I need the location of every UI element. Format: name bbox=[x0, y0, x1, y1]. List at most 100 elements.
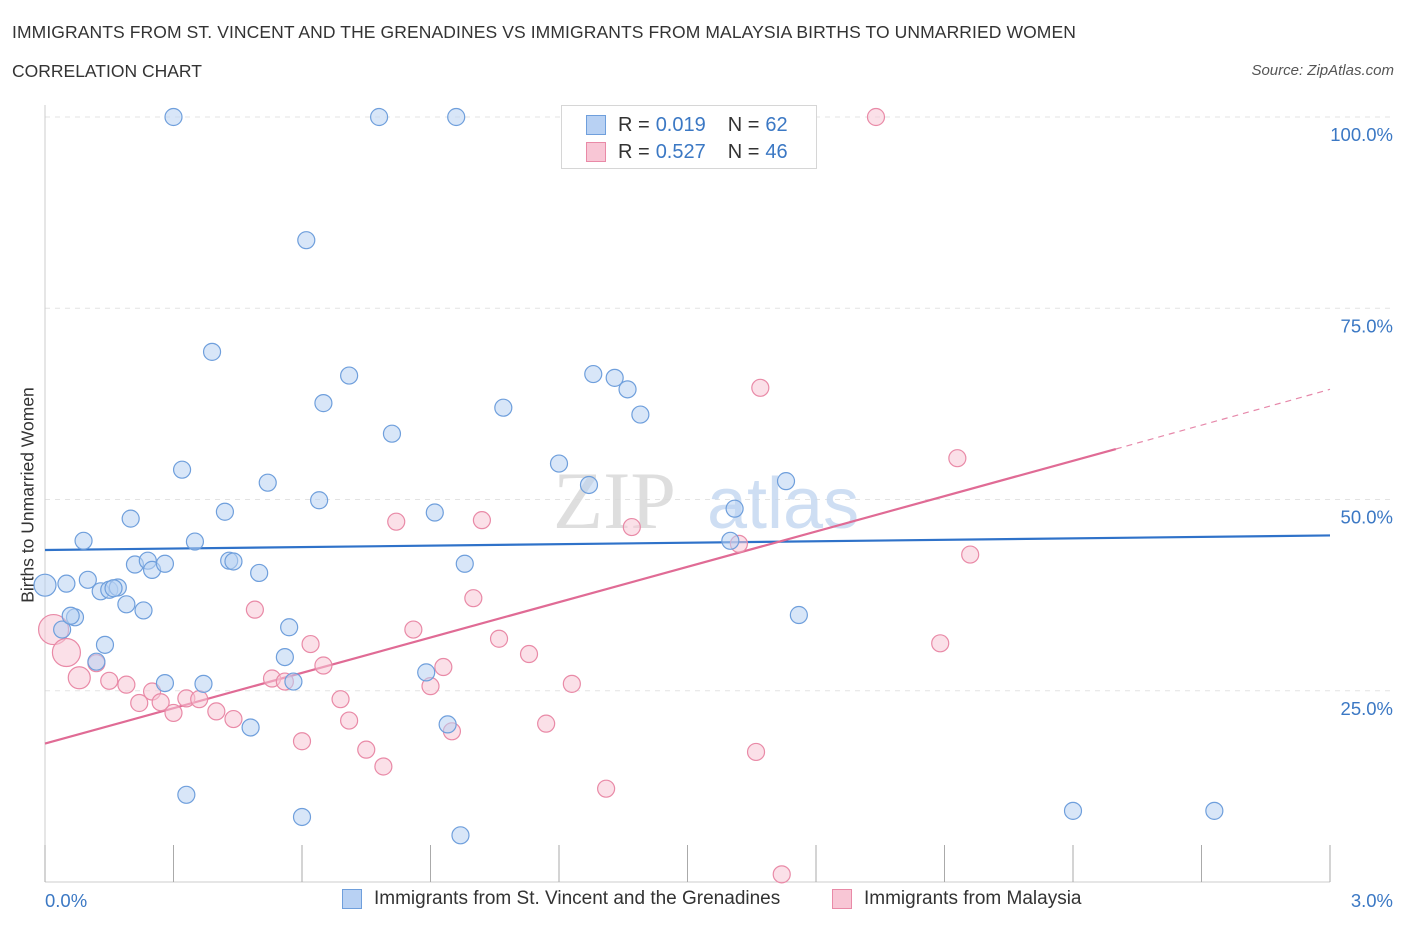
point-malaysia bbox=[537, 714, 556, 733]
point-st-vincent bbox=[382, 424, 402, 443]
point-malaysia bbox=[51, 637, 82, 668]
point-st-vincent bbox=[417, 663, 436, 682]
bottom-legend-swatch-pink bbox=[832, 889, 852, 909]
point-st-vincent bbox=[425, 503, 444, 522]
legend-r-label: R = bbox=[618, 113, 650, 136]
legend-n-value: 46 bbox=[765, 140, 788, 163]
chart-subtitle: CORRELATION CHART bbox=[12, 61, 202, 81]
point-st-vincent bbox=[33, 573, 57, 597]
point-malaysia bbox=[374, 757, 393, 776]
trend-line-st-vincent bbox=[44, 534, 1331, 552]
trend-line-malaysia bbox=[44, 447, 1117, 745]
point-st-vincent bbox=[121, 509, 140, 528]
point-st-vincent bbox=[631, 405, 650, 424]
point-st-vincent bbox=[104, 579, 123, 598]
axes bbox=[44, 105, 1331, 883]
point-st-vincent bbox=[224, 552, 243, 571]
point-malaysia bbox=[117, 675, 136, 694]
point-st-vincent bbox=[57, 574, 76, 593]
point-st-vincent bbox=[549, 454, 569, 473]
point-malaysia bbox=[100, 671, 119, 690]
legend-r-label: R = bbox=[618, 140, 650, 163]
point-st-vincent bbox=[721, 531, 740, 550]
chart-title: IMMIGRANTS FROM ST. VINCENT AND THE GREN… bbox=[12, 22, 1076, 42]
point-st-vincent bbox=[725, 499, 744, 518]
point-st-vincent bbox=[579, 475, 599, 495]
point-malaysia bbox=[340, 711, 359, 730]
point-st-vincent bbox=[1063, 801, 1083, 820]
data-points bbox=[33, 107, 1224, 884]
point-st-vincent bbox=[340, 366, 359, 385]
point-st-vincent bbox=[605, 368, 624, 387]
legend-n-label: N = bbox=[727, 113, 760, 136]
point-st-vincent bbox=[618, 380, 637, 399]
point-st-vincent bbox=[250, 563, 269, 583]
legend-swatch-pink bbox=[586, 142, 606, 162]
point-st-vincent bbox=[134, 601, 153, 620]
point-st-vincent bbox=[78, 570, 97, 589]
legend-row-malaysia: R = 0.527 N = 46 bbox=[586, 140, 788, 164]
point-malaysia bbox=[224, 709, 243, 729]
point-malaysia bbox=[931, 634, 950, 653]
point-st-vincent bbox=[53, 620, 72, 639]
point-malaysia bbox=[387, 512, 406, 531]
point-st-vincent bbox=[584, 364, 603, 384]
point-malaysia bbox=[164, 703, 183, 723]
point-malaysia bbox=[948, 449, 967, 468]
bottom-legend-label-malaysia: Immigrants from Malaysia bbox=[864, 888, 1082, 909]
point-st-vincent bbox=[202, 342, 222, 361]
point-malaysia bbox=[597, 779, 616, 798]
source-credit: Source: ZipAtlas.com bbox=[1251, 62, 1394, 79]
bottom-legend-label-st-vincent: Immigrants from St. Vincent and the Gren… bbox=[374, 888, 781, 909]
point-malaysia bbox=[190, 690, 209, 709]
point-st-vincent bbox=[185, 532, 205, 551]
point-st-vincent bbox=[284, 672, 303, 691]
legend-n-label: N = bbox=[727, 140, 760, 163]
bottom-legend-st-vincent: Immigrants from St. Vincent and the Gren… bbox=[342, 888, 780, 910]
point-st-vincent bbox=[215, 502, 234, 521]
point-malaysia bbox=[207, 702, 226, 721]
point-malaysia bbox=[562, 674, 581, 693]
point-st-vincent bbox=[275, 647, 294, 667]
gridlines bbox=[45, 116, 1392, 692]
point-malaysia bbox=[357, 740, 376, 759]
point-st-vincent bbox=[194, 674, 213, 693]
x-tick-label: 3.0% bbox=[1351, 890, 1393, 911]
point-malaysia bbox=[331, 690, 350, 709]
point-st-vincent bbox=[494, 398, 513, 417]
point-malaysia bbox=[314, 656, 333, 675]
x-tick-label: 0.0% bbox=[45, 890, 87, 911]
point-malaysia bbox=[746, 742, 766, 762]
point-st-vincent bbox=[292, 807, 312, 827]
watermark-zip: ZIP bbox=[553, 455, 676, 546]
point-malaysia bbox=[866, 107, 886, 127]
point-st-vincent bbox=[172, 460, 192, 479]
point-st-vincent bbox=[776, 472, 796, 491]
legend-row-st-vincent: R = 0.019 N = 62 bbox=[586, 113, 788, 137]
trend-lines bbox=[44, 388, 1331, 745]
y-tick-label: 100.0% bbox=[1330, 124, 1393, 145]
legend-swatch-blue bbox=[586, 115, 606, 135]
legend-r-value: 0.019 bbox=[655, 113, 706, 136]
y-tick-label: 25.0% bbox=[1341, 698, 1393, 719]
point-st-vincent bbox=[451, 826, 470, 845]
point-st-vincent bbox=[177, 785, 196, 804]
y-tick-label: 50.0% bbox=[1341, 507, 1393, 528]
point-st-vincent bbox=[310, 491, 329, 510]
point-st-vincent bbox=[455, 554, 474, 573]
point-malaysia bbox=[622, 517, 641, 537]
point-malaysia bbox=[464, 589, 483, 608]
point-st-vincent bbox=[95, 635, 115, 654]
point-st-vincent bbox=[87, 652, 106, 671]
point-st-vincent bbox=[155, 673, 175, 693]
point-st-vincent bbox=[258, 473, 277, 492]
point-malaysia bbox=[151, 693, 170, 712]
point-malaysia bbox=[404, 620, 423, 639]
point-malaysia bbox=[772, 865, 791, 884]
point-malaysia bbox=[961, 545, 980, 564]
point-st-vincent bbox=[789, 605, 808, 625]
point-st-vincent bbox=[61, 606, 80, 625]
point-st-vincent bbox=[314, 394, 333, 413]
point-st-vincent bbox=[438, 715, 457, 734]
legend-n-value: 62 bbox=[765, 113, 788, 136]
